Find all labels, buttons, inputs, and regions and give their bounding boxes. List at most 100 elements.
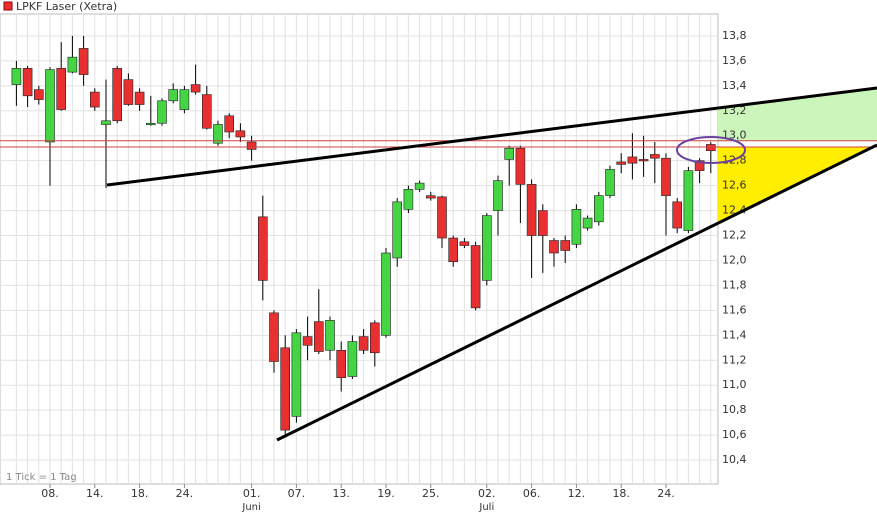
candle-body	[146, 122, 156, 126]
candle-body	[571, 209, 582, 245]
x-tick-label: 24.	[176, 487, 194, 500]
candle-body	[134, 91, 145, 105]
candle-body	[11, 68, 22, 85]
candle-body	[661, 157, 671, 196]
x-tick-label: 24.	[657, 487, 675, 500]
candle-body	[78, 48, 89, 75]
candle-body	[549, 240, 559, 254]
y-tick-label: 13,8	[722, 29, 747, 42]
target-zone	[718, 88, 877, 141]
y-tick-label: 10,6	[722, 428, 747, 441]
y-tick-label: 11,6	[722, 303, 747, 316]
x-tick-label: 02.	[478, 487, 496, 500]
candle-body	[493, 180, 503, 211]
x-tick-label: 19.	[377, 487, 395, 500]
candle-body	[157, 100, 167, 124]
candle-body	[392, 201, 403, 259]
candle-body	[224, 115, 234, 133]
upper-trendline	[106, 86, 877, 187]
candle-body	[582, 217, 593, 229]
candle-body	[638, 159, 649, 162]
candle-body	[168, 89, 178, 102]
x-tick-label: 18.	[131, 487, 149, 500]
x-tick-label: 18.	[612, 487, 630, 500]
candle-body	[560, 240, 571, 251]
candle-body	[369, 322, 380, 354]
y-tick-label: 10,8	[722, 403, 747, 416]
candle-body	[672, 201, 683, 229]
candle-body	[213, 124, 223, 144]
candle-body	[45, 69, 55, 143]
candle-body	[101, 120, 111, 125]
horizontal-lines	[0, 140, 877, 148]
axis-labels: 10,4 10,6 10,8 11,0 11,2 11,4 11,6 11,8 12,0 12,2…	[41, 29, 746, 513]
candle-body	[190, 84, 201, 93]
candle-body	[269, 312, 279, 362]
candle-body	[302, 336, 313, 346]
candle-body	[470, 245, 481, 309]
x-tick-label: 08.	[41, 487, 59, 500]
highlight-ellipse	[676, 136, 746, 164]
candle-body	[291, 332, 302, 417]
candle-body	[347, 341, 358, 377]
y-tick-label: 11,4	[722, 328, 747, 341]
candle-body	[235, 130, 246, 138]
candle-body	[694, 160, 705, 171]
candle-body	[381, 252, 391, 336]
candle-body	[179, 89, 190, 110]
y-tick-label: 10,4	[722, 453, 747, 466]
candles	[11, 35, 716, 438]
candle-body	[313, 321, 324, 352]
candle-body	[448, 237, 459, 263]
candle-body	[526, 184, 537, 236]
candle-body	[515, 147, 526, 185]
chart-title: LPKF Laser (Xetra)	[16, 0, 117, 13]
x-tick-label: 13.	[332, 487, 350, 500]
candle-body	[90, 91, 100, 108]
candle-body	[705, 144, 716, 152]
candle-body	[67, 56, 78, 73]
x-tick-label: 01.	[243, 487, 261, 500]
y-tick-label: 11,2	[722, 353, 747, 366]
x-tick-label: 07.	[288, 487, 306, 500]
candle-body	[112, 68, 122, 122]
candle-body	[257, 216, 268, 281]
x-tick-label: 06.	[523, 487, 541, 500]
lower-trendline	[276, 143, 877, 442]
month-label: Juni	[241, 502, 260, 513]
candle-body	[358, 336, 369, 351]
y-tick-label: 12,2	[722, 229, 747, 242]
candle-body	[414, 182, 425, 190]
candle-body	[403, 189, 414, 210]
y-tick-label: 12,6	[722, 179, 747, 192]
candle-body	[605, 169, 615, 196]
candle-body	[325, 320, 335, 351]
x-tick-label: 12.	[568, 487, 586, 500]
candle-body	[280, 347, 291, 431]
candle-body	[123, 79, 134, 105]
candle-body	[33, 89, 44, 100]
y-tick-label: 12,0	[722, 253, 747, 266]
candle-body	[627, 156, 638, 164]
legend-swatch	[3, 1, 13, 11]
candle-body	[22, 68, 33, 97]
candle-body	[683, 170, 694, 231]
candle-body	[649, 154, 660, 159]
x-tick-label: 14.	[86, 487, 104, 500]
candle-body	[425, 195, 436, 199]
candle-body	[202, 94, 212, 129]
candle-body	[437, 196, 447, 239]
candle-body	[616, 161, 627, 165]
candle-body	[56, 68, 67, 110]
candle-body	[537, 210, 548, 236]
candle-body	[593, 195, 604, 223]
y-tick-label: 11,0	[722, 378, 747, 391]
y-tick-label: 11,8	[722, 278, 747, 291]
candle-body	[246, 141, 257, 150]
y-tick-label: 13,4	[722, 79, 747, 92]
candle-body	[459, 241, 470, 246]
x-tick-label: 25.	[422, 487, 440, 500]
month-label: Juli	[478, 502, 494, 513]
candle-body	[336, 349, 347, 379]
